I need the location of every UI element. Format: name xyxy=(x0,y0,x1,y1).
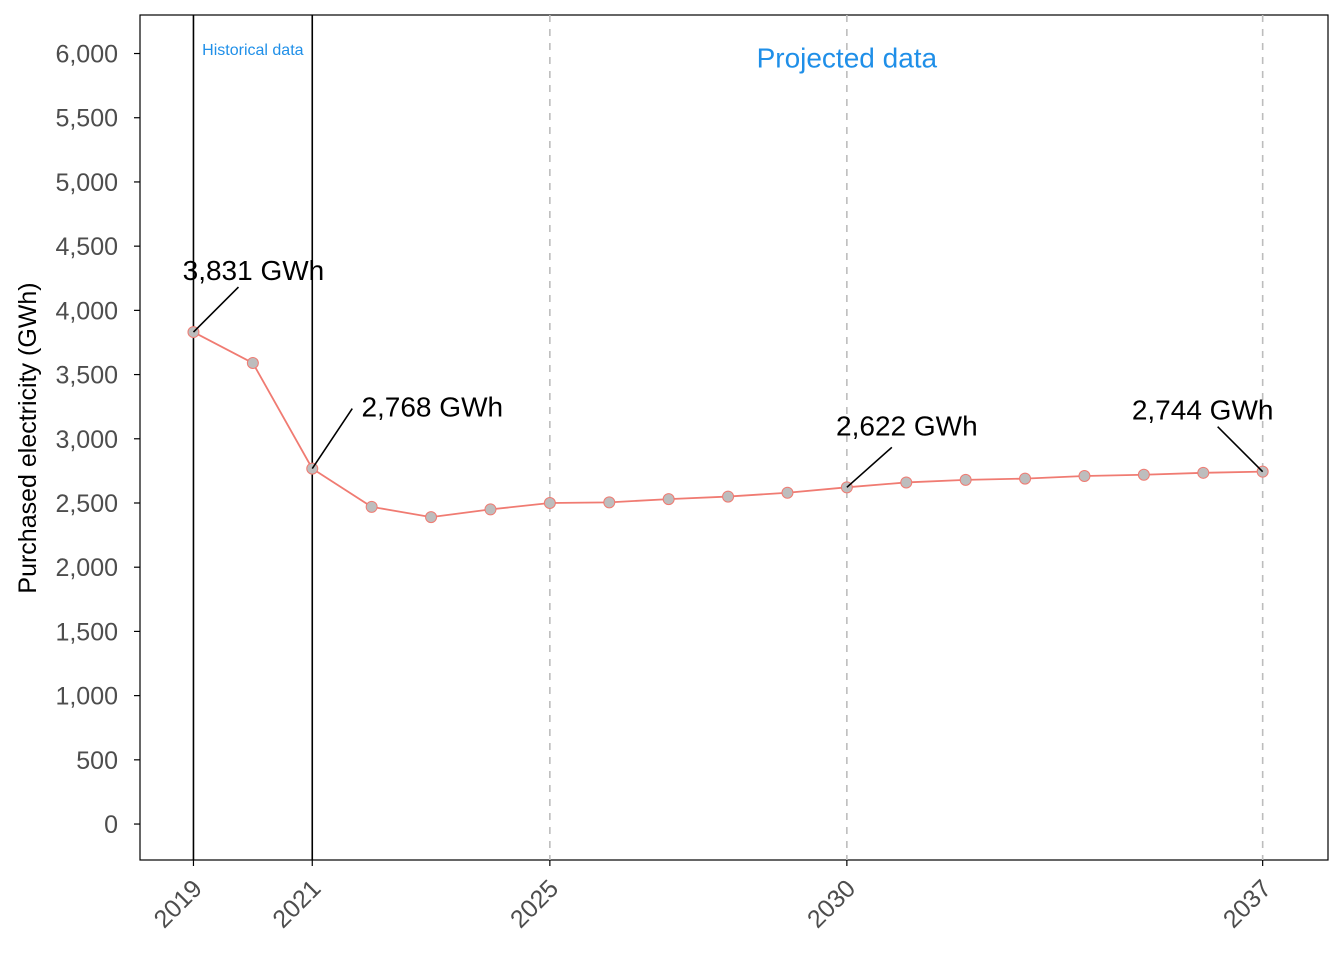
annotation-label: 2,768 GWh xyxy=(361,392,503,423)
x-tick-label: 2025 xyxy=(505,874,564,933)
annotation-leader xyxy=(192,286,240,333)
annotation-label: 2,744 GWh xyxy=(1132,395,1274,426)
y-tick-label: 4,000 xyxy=(55,297,118,325)
reference-lines xyxy=(192,15,1264,860)
data-point xyxy=(603,496,616,509)
data-point xyxy=(1078,470,1091,483)
data-point xyxy=(1137,468,1150,481)
data-point xyxy=(543,496,556,509)
y-tick-label: 500 xyxy=(76,747,118,775)
y-tick-label: 6,000 xyxy=(55,41,118,69)
y-tick-label: 5,000 xyxy=(55,169,118,197)
data-point xyxy=(425,511,438,524)
x-tick-label: 2030 xyxy=(802,874,861,933)
data-point xyxy=(722,490,735,503)
y-tick-label: 2,500 xyxy=(55,490,118,518)
data-point xyxy=(900,476,913,489)
data-point xyxy=(662,493,675,506)
y-tick-label: 3,000 xyxy=(55,426,118,454)
region-labels: Historical data Projected data xyxy=(202,42,937,74)
data-point xyxy=(365,500,378,513)
annotation-leader xyxy=(1217,426,1264,473)
region-label-projected: Projected data xyxy=(757,43,938,74)
x-tick-label: 2037 xyxy=(1218,874,1277,933)
data-point xyxy=(1019,472,1032,485)
y-axis-title: Purchased electricity (GWh) xyxy=(14,282,42,593)
data-point xyxy=(484,503,497,516)
y-tick-label: 1,000 xyxy=(55,683,118,711)
y-tick-label: 3,500 xyxy=(55,362,118,390)
annotation-leader xyxy=(846,446,893,488)
x-tick-label: 2019 xyxy=(149,874,208,933)
plot-panel xyxy=(139,14,1329,861)
y-axis: 0 500 1,000 1,500 2,000 2,500 3,000 3,500 4,000 4… xyxy=(55,41,140,839)
region-label-historical: Historical data xyxy=(202,42,303,59)
data-point xyxy=(1197,466,1210,479)
y-tick-label: 2,000 xyxy=(55,554,118,582)
data-series xyxy=(187,326,1269,524)
annotation-label: 2,622 GWh xyxy=(836,410,978,441)
y-tick-label: 0 xyxy=(104,811,118,839)
data-point xyxy=(781,486,794,499)
y-tick-label: 1,500 xyxy=(55,618,118,646)
y-tick-label: 4,500 xyxy=(55,233,118,261)
x-tick-label: 2021 xyxy=(267,874,326,933)
annotations: 3,831 GWh 2,768 GWh 2,622 GWh 2,744 GWh xyxy=(183,255,1274,488)
data-point xyxy=(246,357,259,370)
y-tick-label: 5,500 xyxy=(55,105,118,133)
x-axis: 2019 2021 2025 2030 2037 xyxy=(149,860,1277,934)
annotation-label: 3,831 GWh xyxy=(183,255,325,286)
data-point xyxy=(959,473,972,486)
annotation-leader xyxy=(311,408,353,470)
